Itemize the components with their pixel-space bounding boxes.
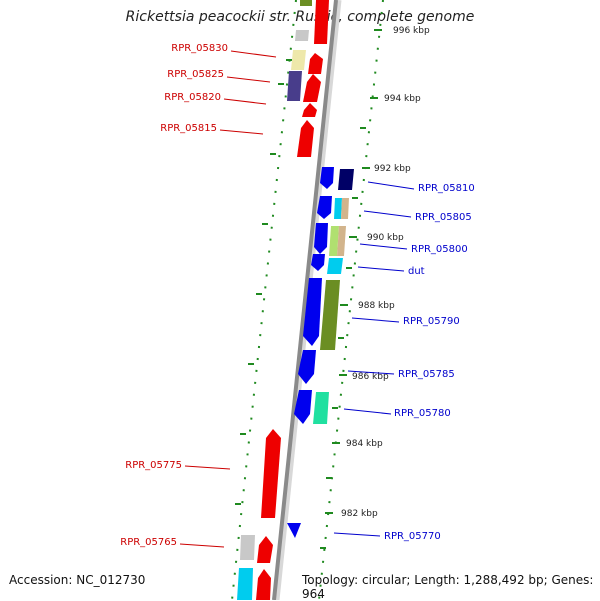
reverse-labels: RPR_05810 RPR_05805 RPR_05800 dut RPR_05…	[384, 183, 475, 542]
gene-label: RPR_05830	[171, 43, 228, 54]
tick-label: 990 kbp	[367, 233, 404, 243]
gene-arrow	[297, 120, 314, 157]
reverse-label-lines	[333, 181, 415, 537]
gene-label: RPR_05775	[125, 460, 182, 471]
gene-arrow	[298, 350, 316, 384]
forward-label-lines	[179, 50, 277, 548]
gene-arrow	[327, 258, 343, 274]
gene-arrow	[337, 226, 346, 256]
gene-arrow	[294, 390, 312, 424]
gene-label: RPR_05790	[403, 316, 460, 327]
gene-label: RPR_05815	[160, 123, 217, 134]
gene-arrow	[338, 169, 354, 190]
gene-arrow	[314, 223, 328, 254]
tick-labels: 996 kbp 994 kbp 992 kbp 990 kbp 988 kbp …	[341, 26, 430, 519]
gene-arrow	[317, 196, 332, 219]
gene-arrow	[237, 568, 253, 600]
tick-label: 986 kbp	[352, 372, 389, 382]
gene-label: RPR_05780	[394, 408, 451, 419]
gene-label: dut	[408, 266, 425, 277]
tick-label: 988 kbp	[358, 301, 395, 311]
summary-text: Topology: circular; Length: 1,288,492 bp…	[302, 573, 594, 601]
gene-arrow	[295, 30, 309, 41]
minor-ticks	[235, 59, 366, 549]
tick-label: 996 kbp	[393, 26, 430, 36]
reverse-genes	[287, 167, 354, 538]
gene-arrow	[287, 71, 302, 101]
tick-label: 982 kbp	[341, 509, 378, 519]
gene-label: RPR_05770	[384, 531, 441, 542]
tick-marks	[325, 29, 382, 514]
gene-label: RPR_05820	[164, 92, 221, 103]
ruler-track-right	[318, 0, 384, 600]
gene-arrow	[257, 536, 273, 563]
gene-arrow	[261, 429, 281, 518]
accession-text: Accession: NC_012730	[9, 573, 146, 587]
gene-arrow	[240, 535, 255, 560]
gene-arrow	[341, 198, 349, 219]
gene-arrow	[300, 0, 312, 6]
gene-arrow	[303, 74, 321, 102]
gene-label: RPR_05785	[398, 369, 455, 380]
gene-arrow	[303, 278, 322, 346]
gene-arrow	[256, 569, 271, 600]
gene-arrow	[308, 53, 323, 74]
forward-labels: RPR_05830 RPR_05825 RPR_05820 RPR_05815 …	[120, 43, 228, 548]
gene-label: RPR_05825	[167, 69, 224, 80]
gene-label: RPR_05810	[418, 183, 475, 194]
gene-arrow	[313, 392, 329, 424]
gene-arrow	[287, 523, 301, 538]
gene-arrow	[311, 254, 325, 271]
tick-label: 992 kbp	[374, 164, 411, 174]
gene-label: RPR_05765	[120, 537, 177, 548]
gene-arrow	[314, 0, 329, 44]
gene-arrow	[302, 103, 317, 117]
gene-label: RPR_05805	[415, 212, 472, 223]
gene-arrow	[329, 226, 339, 256]
gene-arrow	[320, 280, 340, 350]
gene-arrow	[334, 198, 342, 219]
gene-arrow	[320, 167, 334, 189]
tick-label: 984 kbp	[346, 439, 383, 449]
ruler-track-left	[231, 0, 297, 600]
gene-label: RPR_05800	[411, 244, 468, 255]
gene-arrow	[291, 50, 306, 70]
map-title: Rickettsia peacockii str. Rustic, comple…	[125, 9, 475, 25]
tick-label: 994 kbp	[384, 94, 421, 104]
forward-genes	[237, 0, 329, 600]
